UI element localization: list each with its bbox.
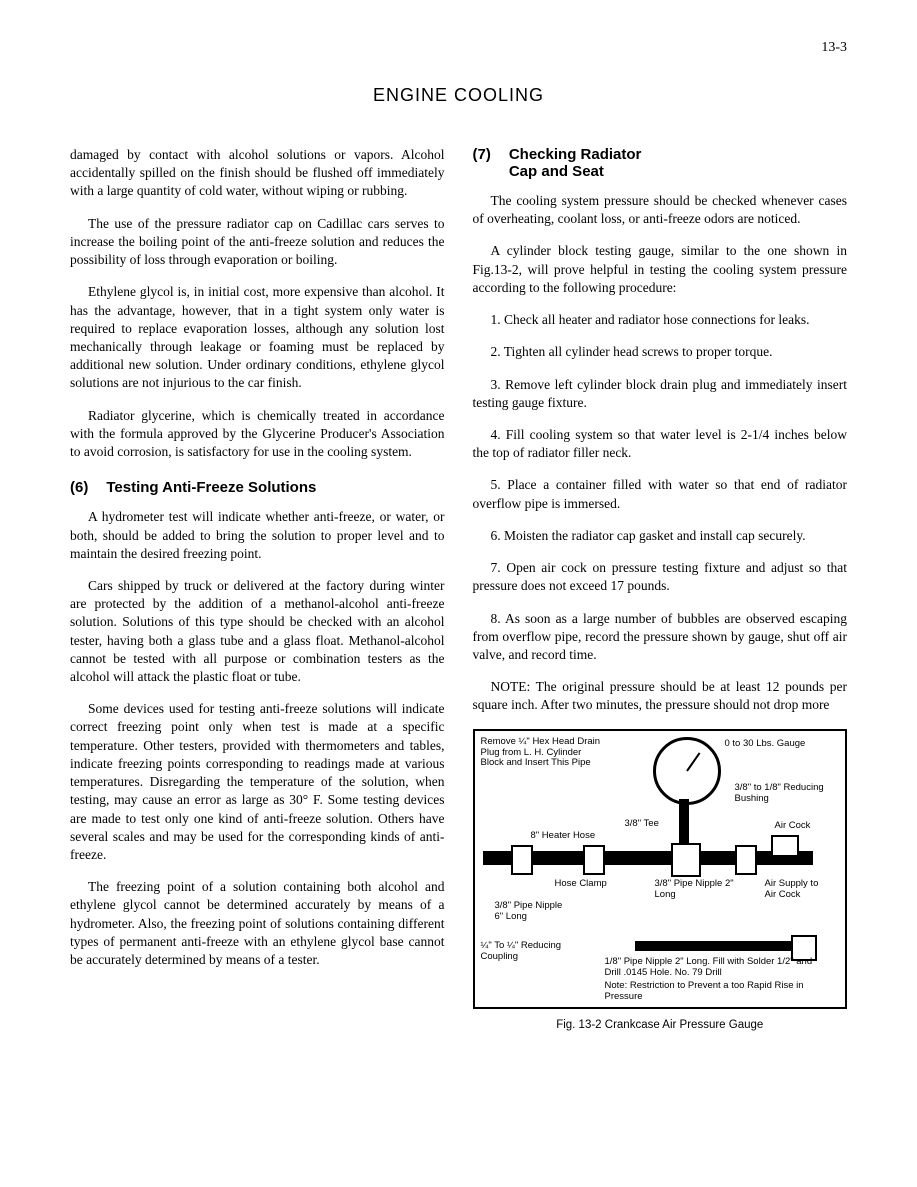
left-column: damaged by contact with alcohol solution…: [70, 146, 445, 1031]
figure-13-2: Remove ¼" Hex Head Drain Plug from L. H.…: [473, 729, 848, 1009]
section-6-heading: (6) Testing Anti-Freeze Solutions: [70, 479, 445, 496]
step: 1. Check all heater and radiator hose co…: [473, 311, 848, 329]
figure-label: 3/8" Pipe Nipple 6" Long: [495, 901, 565, 923]
section-title-line2: Cap and Seat: [509, 163, 604, 180]
paragraph: The use of the pressure radiator cap on …: [70, 215, 445, 270]
paragraph: Radiator glycerine, which is chemically …: [70, 407, 445, 462]
step: 8. As soon as a large number of bubbles …: [473, 610, 848, 665]
fitting: [511, 845, 533, 875]
fitting: [583, 845, 605, 875]
gauge-icon: [653, 737, 721, 805]
paragraph: The cooling system pressure should be ch…: [473, 192, 848, 228]
page: 13-3 ENGINE COOLING damaged by contact w…: [0, 0, 917, 1187]
figure-label: Remove ¼" Hex Head Drain Plug from L. H.…: [481, 737, 601, 770]
fitting: [735, 845, 757, 875]
figure-label: Hose Clamp: [555, 879, 607, 890]
paragraph: damaged by contact with alcohol solution…: [70, 146, 445, 201]
step: 4. Fill cooling system so that water lev…: [473, 426, 848, 462]
figure-label: 0 to 30 Lbs. Gauge: [725, 739, 815, 750]
main-title: ENGINE COOLING: [70, 85, 847, 106]
fitting: [671, 843, 701, 877]
step: 3. Remove left cylinder block drain plug…: [473, 376, 848, 412]
right-column: (7) Checking Radiator Cap and Seat The c…: [473, 146, 848, 1031]
figure-label: 8" Heater Hose: [531, 831, 596, 842]
figure-label: 1/8" Pipe Nipple 2" Long. Fill with Sold…: [605, 957, 815, 979]
step: 2. Tighten all cylinder head screws to p…: [473, 343, 848, 361]
figure-label: Note: Restriction to Prevent a too Rapid…: [605, 981, 815, 1003]
two-column-layout: damaged by contact with alcohol solution…: [70, 146, 847, 1031]
figure-label: 3/8" Tee: [625, 819, 659, 830]
page-number: 13-3: [821, 40, 847, 56]
step: 6. Moisten the radiator cap gasket and i…: [473, 527, 848, 545]
paragraph: Ethylene glycol is, in initial cost, mor…: [70, 283, 445, 392]
air-cock: [771, 835, 799, 857]
section-7-heading: (7) Checking Radiator Cap and Seat: [473, 146, 848, 180]
paragraph: Cars shipped by truck or delivered at th…: [70, 577, 445, 686]
paragraph: A cylinder block testing gauge, similar …: [473, 242, 848, 297]
note: NOTE: The original pressure should be at…: [473, 678, 848, 714]
pipe-lower: [635, 941, 815, 951]
paragraph: Some devices used for testing anti-freez…: [70, 700, 445, 864]
step: 5. Place a container filled with water s…: [473, 476, 848, 512]
figure-label: 3/8" to 1/8" Reducing Bushing: [735, 783, 825, 805]
figure-label: ¼" To ¼" Reducing Coupling: [481, 941, 571, 963]
figure-caption: Fig. 13-2 Crankcase Air Pressure Gauge: [473, 1019, 848, 1031]
figure-label: Air Cock: [775, 821, 811, 832]
section-number: (7): [473, 146, 491, 180]
paragraph: The freezing point of a solution contain…: [70, 878, 445, 969]
section-number: (6): [70, 479, 88, 496]
section-title: Checking Radiator Cap and Seat: [509, 146, 847, 180]
section-title-line1: Checking Radiator: [509, 146, 642, 163]
section-title: Testing Anti-Freeze Solutions: [106, 479, 444, 496]
paragraph: A hydrometer test will indicate whether …: [70, 508, 445, 563]
figure-label: 3/8" Pipe Nipple 2" Long: [655, 879, 735, 901]
figure-label: Air Supply to Air Cock: [765, 879, 825, 901]
step: 7. Open air cock on pressure testing fix…: [473, 559, 848, 595]
